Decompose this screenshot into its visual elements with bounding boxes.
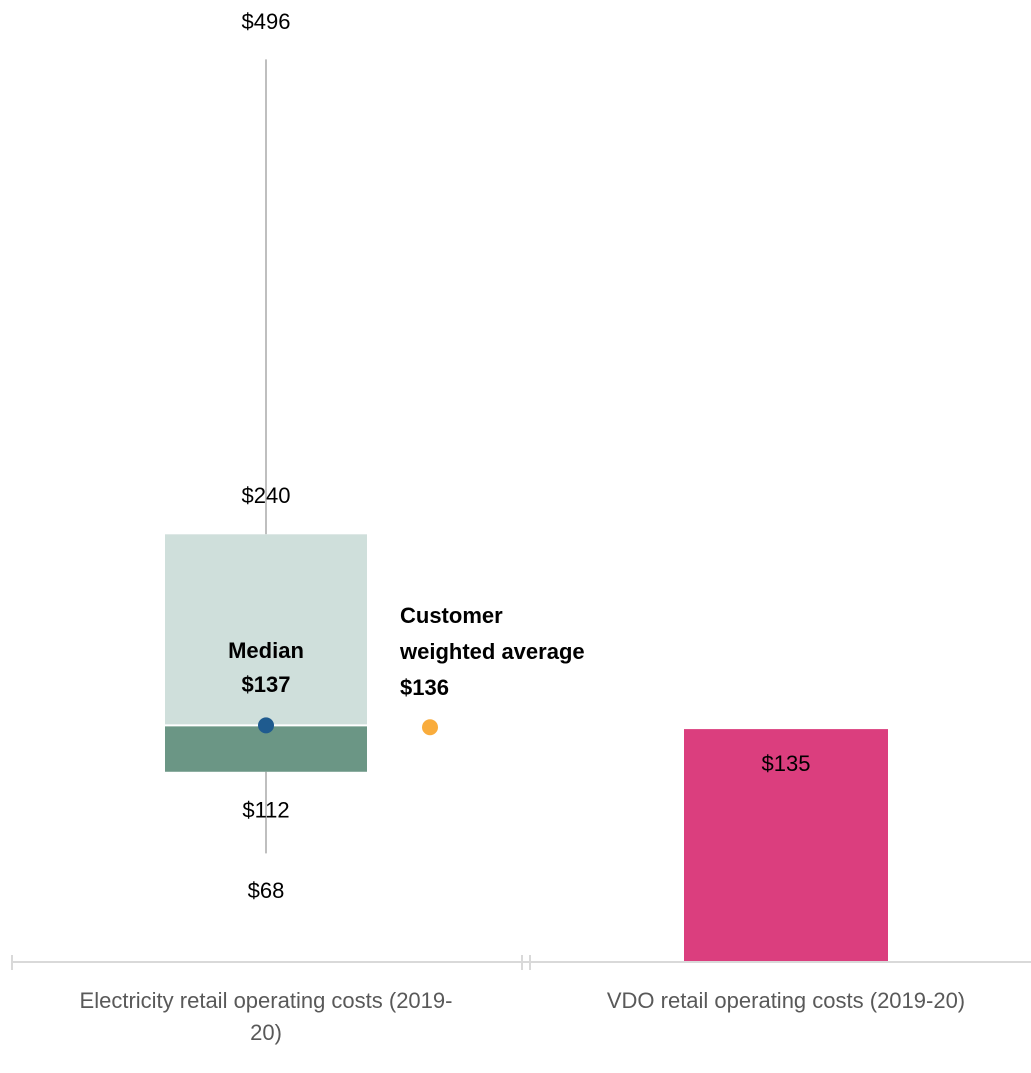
average-label: weighted average [399, 639, 585, 664]
average-dot [422, 719, 438, 736]
value-label: $240 [242, 483, 291, 508]
x-tick-label: Electricity retail operating costs (2019… [79, 988, 453, 1045]
box-upper [165, 534, 367, 726]
value-label: $112 [242, 798, 289, 823]
bar [684, 729, 888, 961]
average-value: $136 [400, 675, 449, 700]
value-label: $496 [242, 9, 291, 34]
median-dot [258, 717, 274, 734]
value-label: $68 [248, 878, 285, 903]
x-tick-label: VDO retail operating costs (2019-20) [606, 988, 966, 1013]
median-value: $137 [242, 672, 291, 697]
average-label: Customer [400, 603, 503, 628]
bar-value-label: $135 [762, 751, 811, 776]
median-label: Median [228, 638, 304, 663]
